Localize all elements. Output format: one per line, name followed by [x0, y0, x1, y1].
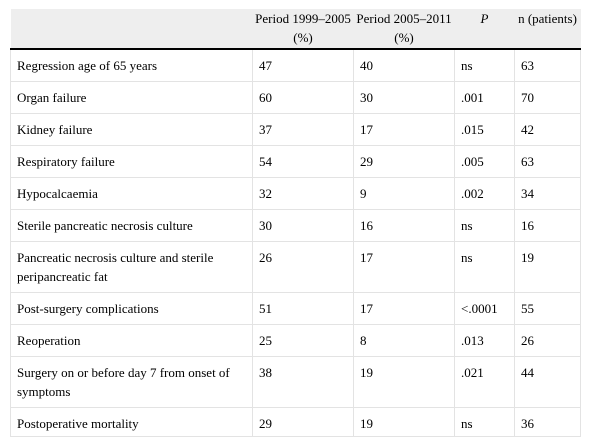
row-label: Respiratory failure	[10, 145, 253, 178]
row-label: Post-surgery complications	[10, 292, 253, 325]
header-period-2005-2011: Period 2005–2011 (%)	[353, 9, 455, 50]
header-variable	[10, 9, 253, 50]
results-table: Period 1999–2005 (%) Period 2005–2011 (%…	[10, 9, 581, 437]
row-period-1999-2005: 25	[252, 324, 354, 357]
header-p-value: P	[454, 9, 515, 50]
row-p-value: ns	[454, 209, 515, 242]
row-period-2005-2011: 40	[353, 49, 455, 82]
row-p-value: .021	[454, 356, 515, 408]
row-label: Organ failure	[10, 81, 253, 114]
table-row: Respiratory failure 54 29 .005 63	[10, 145, 581, 178]
row-n-patients: 36	[514, 407, 581, 437]
row-period-1999-2005: 47	[252, 49, 354, 82]
table-row: Hypocalcaemia 32 9 .002 34	[10, 177, 581, 210]
row-period-1999-2005: 32	[252, 177, 354, 210]
results-table-container: Period 1999–2005 (%) Period 2005–2011 (%…	[10, 9, 581, 437]
row-period-2005-2011: 8	[353, 324, 455, 357]
row-p-value: ns	[454, 407, 515, 437]
row-period-1999-2005: 26	[252, 241, 354, 293]
row-period-2005-2011: 17	[353, 241, 455, 293]
row-n-patients: 16	[514, 209, 581, 242]
header-row: Period 1999–2005 (%) Period 2005–2011 (%…	[10, 9, 581, 50]
row-label: Reoperation	[10, 324, 253, 357]
row-n-patients: 70	[514, 81, 581, 114]
row-n-patients: 34	[514, 177, 581, 210]
row-label: Regression age of 65 years	[10, 49, 253, 82]
row-p-value: <.0001	[454, 292, 515, 325]
row-period-1999-2005: 30	[252, 209, 354, 242]
row-period-1999-2005: 60	[252, 81, 354, 114]
row-n-patients: 42	[514, 113, 581, 146]
row-p-value: .013	[454, 324, 515, 357]
table-row: Postoperative mortality 29 19 ns 36	[10, 407, 581, 437]
row-period-2005-2011: 30	[353, 81, 455, 114]
table-row: Reoperation 25 8 .013 26	[10, 324, 581, 357]
row-label: Kidney failure	[10, 113, 253, 146]
table-row: Regression age of 65 years 47 40 ns 63	[10, 49, 581, 82]
row-period-2005-2011: 19	[353, 407, 455, 437]
row-period-2005-2011: 17	[353, 113, 455, 146]
row-n-patients: 19	[514, 241, 581, 293]
table-row: Pancreatic necrosis culture and sterile …	[10, 241, 581, 293]
table-body: Regression age of 65 years 47 40 ns 63 O…	[10, 49, 581, 437]
row-period-1999-2005: 54	[252, 145, 354, 178]
row-p-value: ns	[454, 241, 515, 293]
row-n-patients: 63	[514, 145, 581, 178]
row-n-patients: 63	[514, 49, 581, 82]
row-period-1999-2005: 38	[252, 356, 354, 408]
row-period-2005-2011: 29	[353, 145, 455, 178]
row-period-2005-2011: 19	[353, 356, 455, 408]
row-p-value: .005	[454, 145, 515, 178]
row-label: Postoperative mortality	[10, 407, 253, 437]
row-p-value: .001	[454, 81, 515, 114]
row-n-patients: 44	[514, 356, 581, 408]
row-p-value: ns	[454, 49, 515, 82]
row-p-value: .015	[454, 113, 515, 146]
table-row: Post-surgery complications 51 17 <.0001 …	[10, 292, 581, 325]
table-row: Sterile pancreatic necrosis culture 30 1…	[10, 209, 581, 242]
table-row: Surgery on or before day 7 from onset of…	[10, 356, 581, 408]
row-label: Sterile pancreatic necrosis culture	[10, 209, 253, 242]
row-p-value: .002	[454, 177, 515, 210]
table-row: Kidney failure 37 17 .015 42	[10, 113, 581, 146]
row-n-patients: 26	[514, 324, 581, 357]
header-period-1999-2005: Period 1999–2005 (%)	[252, 9, 354, 50]
header-n-patients: n (patients)	[514, 9, 581, 50]
row-period-2005-2011: 17	[353, 292, 455, 325]
table-row: Organ failure 60 30 .001 70	[10, 81, 581, 114]
table-header: Period 1999–2005 (%) Period 2005–2011 (%…	[10, 9, 581, 50]
row-period-2005-2011: 9	[353, 177, 455, 210]
row-period-1999-2005: 51	[252, 292, 354, 325]
row-period-2005-2011: 16	[353, 209, 455, 242]
row-period-1999-2005: 37	[252, 113, 354, 146]
row-label: Surgery on or before day 7 from onset of…	[10, 356, 253, 408]
row-period-1999-2005: 29	[252, 407, 354, 437]
row-n-patients: 55	[514, 292, 581, 325]
row-label: Hypocalcaemia	[10, 177, 253, 210]
row-label: Pancreatic necrosis culture and sterile …	[10, 241, 253, 293]
